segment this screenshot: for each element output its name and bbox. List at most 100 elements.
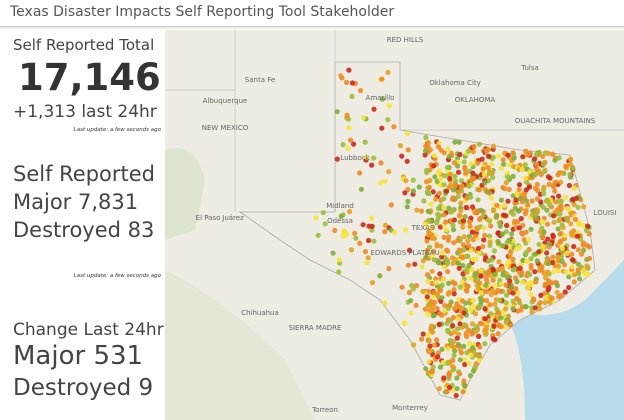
report-dot xyxy=(456,139,462,145)
report-dot xyxy=(516,187,522,193)
report-dot xyxy=(446,154,452,160)
report-dot xyxy=(457,321,463,327)
report-dot xyxy=(492,283,498,289)
report-dot xyxy=(477,295,483,302)
report-dot xyxy=(336,269,342,275)
report-dot xyxy=(315,232,321,238)
report-dot xyxy=(428,201,434,207)
report-dot xyxy=(542,300,548,306)
report-dot xyxy=(455,163,461,169)
report-dot xyxy=(459,298,466,304)
report-dot xyxy=(513,197,519,203)
report-dot xyxy=(369,162,375,168)
report-dot xyxy=(451,287,457,293)
report-dot xyxy=(506,274,512,280)
report-dot xyxy=(462,322,468,328)
title: Texas Disaster Impacts Self Reporting To… xyxy=(10,4,395,20)
report-dot xyxy=(385,69,391,75)
report-dot xyxy=(346,125,352,131)
report-dot xyxy=(517,265,523,271)
report-dot xyxy=(462,361,468,368)
report-dot xyxy=(500,184,506,191)
report-dot xyxy=(448,338,454,344)
report-dot xyxy=(527,272,533,278)
report-dot xyxy=(471,368,477,374)
report-dot xyxy=(555,226,561,232)
report-dot xyxy=(463,287,469,293)
report-dot xyxy=(460,389,466,395)
report-dot xyxy=(444,164,450,171)
report-dot xyxy=(544,250,550,256)
report-dot xyxy=(434,220,440,226)
report-dot xyxy=(489,161,495,167)
report-dot xyxy=(423,221,429,227)
report-dot xyxy=(420,288,426,294)
gulf xyxy=(495,260,624,420)
report-dot xyxy=(455,316,461,322)
report-dot xyxy=(433,279,439,286)
report-dot xyxy=(424,294,430,300)
report-dot xyxy=(465,253,471,259)
report-dot xyxy=(445,346,451,352)
report-dot xyxy=(456,212,463,219)
report-dot xyxy=(334,109,340,115)
report-dot xyxy=(402,320,408,326)
borders xyxy=(165,30,624,212)
report-dot xyxy=(477,320,483,326)
report-dot xyxy=(552,188,558,194)
report-dot xyxy=(348,137,354,143)
report-dot xyxy=(495,240,502,246)
report-dot xyxy=(491,323,497,329)
report-dot xyxy=(575,247,581,253)
report-dot xyxy=(468,352,474,358)
report-dot xyxy=(465,283,471,290)
report-dot xyxy=(509,231,515,237)
report-dot xyxy=(525,281,531,287)
last-update: Last update: a few seconds ago xyxy=(73,273,161,279)
report-dot xyxy=(432,196,439,202)
report-dot xyxy=(340,142,346,148)
report-dot xyxy=(467,275,473,281)
report-dot xyxy=(564,205,571,212)
report-dot xyxy=(419,264,425,270)
report-dot xyxy=(365,255,371,261)
report-dot xyxy=(480,244,486,250)
map[interactable]: RED HILLS Tulsa Oklahoma City OKLAHOMA Santa… xyxy=(165,30,624,420)
report-dot xyxy=(437,311,443,317)
report-dot xyxy=(450,323,456,329)
report-dot xyxy=(532,305,538,311)
report-dot xyxy=(451,160,457,166)
report-dot xyxy=(436,168,442,174)
report-dot xyxy=(533,211,539,217)
report-dot xyxy=(371,155,377,161)
place-label: EDWARDS PLATEAU xyxy=(370,249,439,257)
report-dot xyxy=(480,213,486,219)
report-dot xyxy=(466,148,472,154)
report-dot xyxy=(343,79,350,85)
report-dot xyxy=(535,187,541,194)
stat-line: Major 531 xyxy=(13,341,144,371)
report-dot xyxy=(488,273,494,279)
report-dot xyxy=(461,310,467,316)
report-dot xyxy=(495,153,502,159)
report-dot xyxy=(563,269,569,275)
report-dot xyxy=(346,116,352,122)
report-dot xyxy=(423,366,429,372)
report-dot xyxy=(447,176,453,182)
report-dot xyxy=(436,386,442,392)
report-dot xyxy=(462,214,468,220)
report-dot xyxy=(568,210,575,216)
report-dot xyxy=(404,204,410,210)
report-dot xyxy=(461,247,467,253)
report-dot xyxy=(377,180,384,186)
report-dot xyxy=(382,222,389,228)
report-dot xyxy=(458,200,464,206)
report-dot xyxy=(386,266,392,272)
report-dot xyxy=(524,258,530,264)
report-dot xyxy=(424,272,431,278)
report-dot xyxy=(404,130,411,137)
report-dot xyxy=(520,279,526,285)
report-dot xyxy=(392,229,398,235)
report-dot xyxy=(544,197,550,203)
report-dot xyxy=(496,266,502,273)
